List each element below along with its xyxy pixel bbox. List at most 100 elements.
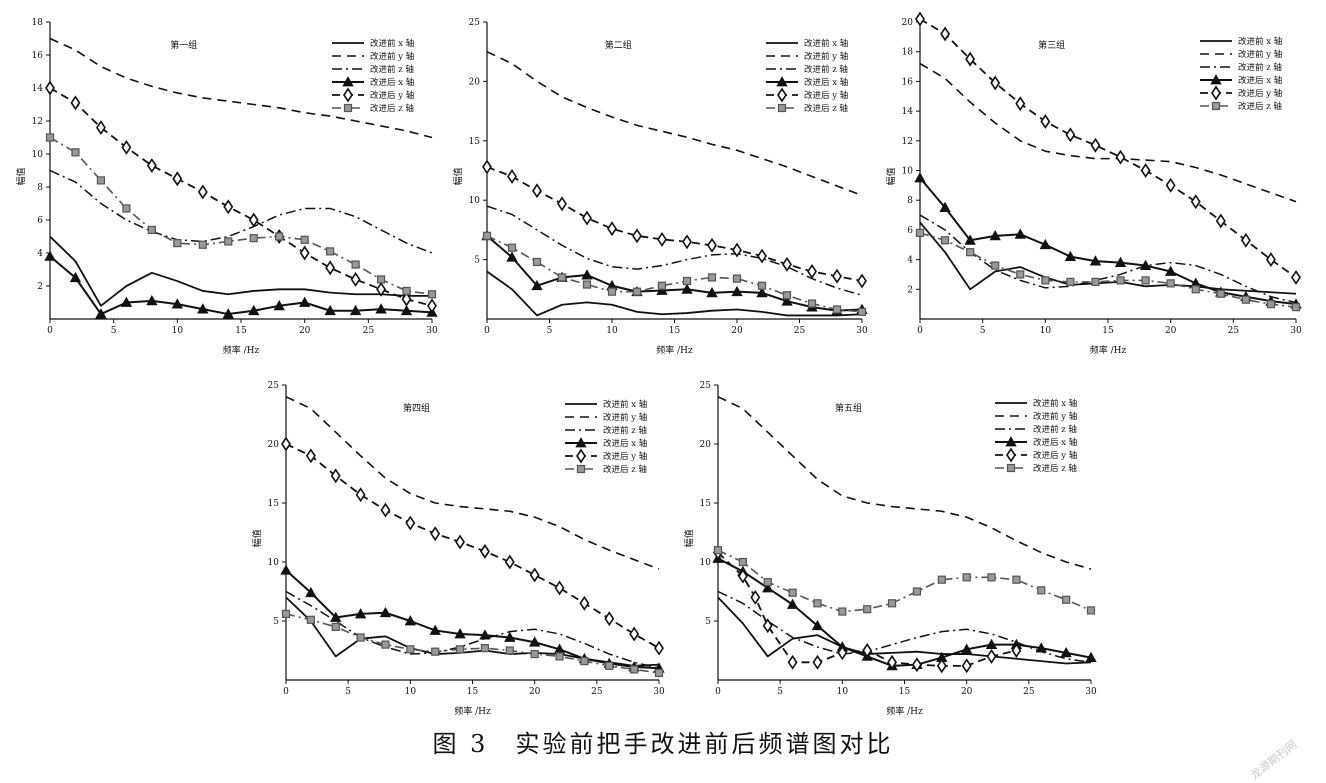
- data-point: [172, 171, 183, 187]
- data-point: [912, 587, 922, 596]
- data-point: [605, 661, 614, 670]
- data-point: [862, 643, 873, 658]
- data-point: [939, 201, 951, 213]
- data-point: [964, 234, 976, 245]
- series-line: [285, 590, 660, 669]
- data-point: [812, 654, 823, 670]
- legend-label: 改进后 z 轴: [804, 103, 848, 114]
- legend-marker: [1211, 85, 1221, 101]
- data-point: [750, 589, 761, 605]
- data-point: [557, 273, 567, 282]
- data-point: [887, 599, 897, 608]
- data-point: [811, 619, 824, 631]
- data-point: [1139, 259, 1152, 270]
- y-tick-label: 16: [902, 77, 914, 87]
- legend-label: 改进前 x 轴: [1238, 36, 1282, 47]
- data-point: [351, 260, 360, 269]
- x-tick-label: 30: [856, 326, 868, 336]
- x-tick-label: 10: [1040, 326, 1052, 336]
- data-point: [45, 80, 55, 96]
- legend-marker: [777, 87, 787, 103]
- y-tick-label: 15: [268, 499, 280, 509]
- data-point: [300, 235, 309, 244]
- data-point: [331, 622, 340, 632]
- y-tick-label: 18: [902, 48, 914, 58]
- data-point: [965, 51, 976, 67]
- data-point: [375, 303, 387, 314]
- series-line: [919, 221, 1297, 295]
- data-point: [44, 250, 56, 261]
- data-point: [962, 573, 971, 582]
- data-point: [532, 183, 542, 199]
- data-point: [807, 299, 817, 308]
- data-point: [482, 159, 492, 175]
- data-point: [1291, 269, 1301, 285]
- series-line: [486, 235, 863, 312]
- data-point: [1191, 285, 1200, 294]
- x-tick-label: 10: [172, 326, 184, 336]
- legend-label: 改进后 x 轴: [1033, 437, 1077, 448]
- data-point: [1116, 276, 1125, 285]
- data-point: [832, 268, 842, 284]
- legend-label: 改进前 z 轴: [370, 64, 414, 75]
- x-tick-label: 10: [606, 326, 618, 336]
- data-point: [431, 647, 440, 656]
- data-point: [732, 242, 742, 258]
- legend-label: 改进后 y 轴: [1238, 88, 1282, 99]
- data-point: [654, 668, 664, 678]
- data-point: [1041, 276, 1050, 285]
- data-point: [630, 665, 639, 674]
- chart-panel-3: 24681012141618200 5 10 15 20 25 30频率 /Hz幅值第三组改…: [885, 11, 1302, 356]
- data-point: [298, 296, 311, 307]
- data-point: [1016, 270, 1025, 279]
- data-point: [95, 120, 106, 136]
- y-axis-label: 幅值: [452, 167, 464, 185]
- y-tick-label: 15: [469, 137, 481, 147]
- data-point: [171, 298, 184, 309]
- data-point: [1164, 265, 1177, 276]
- data-point: [857, 307, 867, 316]
- series-line: [285, 613, 660, 674]
- legend-label: 改进后 x 轴: [1238, 75, 1282, 86]
- data-point: [807, 264, 817, 279]
- y-tick-label: 5: [273, 617, 279, 627]
- data-point: [455, 645, 465, 654]
- y-axis-label: 幅值: [15, 167, 27, 185]
- data-point: [146, 158, 157, 173]
- series-6: [713, 546, 1096, 616]
- x-tick-label: 15: [669, 326, 681, 336]
- data-point: [147, 225, 156, 234]
- data-point: [579, 595, 590, 611]
- y-tick-label: 25: [700, 381, 712, 391]
- data-point: [1291, 303, 1301, 312]
- chart-panel-5: 5 10 15 20 25 0 5 10 15 20 25 30 频率 /Hz 幅值 第五组 改进前 x 轴改…: [683, 381, 1097, 717]
- data-point: [355, 487, 366, 503]
- legend-label: 改进前 y 轴: [1238, 49, 1282, 60]
- data-point: [400, 304, 413, 316]
- data-point: [479, 543, 490, 559]
- legend-label: 改进前 x 轴: [370, 38, 414, 49]
- y-tick-label: 10: [268, 558, 280, 568]
- data-point: [95, 308, 107, 319]
- data-point: [961, 658, 972, 674]
- data-point: [782, 256, 792, 272]
- x-tick-label: 30: [1085, 687, 1097, 697]
- y-tick-label: 12: [902, 137, 913, 147]
- series-3: [717, 590, 1092, 664]
- data-point: [404, 615, 417, 626]
- data-point: [757, 281, 767, 290]
- legend-label: 改进前 y 轴: [1033, 411, 1077, 422]
- x-tick-label: 5: [345, 687, 351, 697]
- data-point: [376, 281, 387, 297]
- series-line: [49, 87, 433, 307]
- chart-title: 第五组: [835, 402, 862, 414]
- series-3: [919, 214, 1297, 304]
- data-point: [731, 285, 743, 297]
- x-tick-label: 15: [899, 687, 911, 697]
- data-point: [354, 608, 367, 619]
- data-point: [1166, 279, 1175, 288]
- data-point: [356, 633, 365, 642]
- x-tick-label: 0: [47, 326, 53, 336]
